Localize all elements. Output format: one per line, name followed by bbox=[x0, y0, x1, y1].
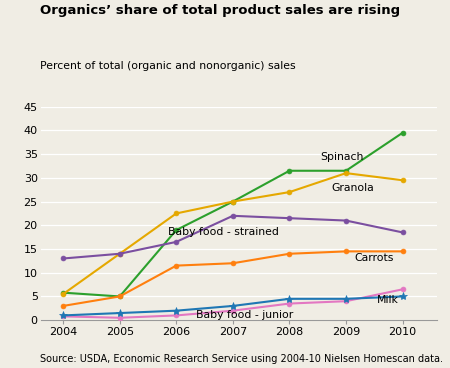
Text: Baby food - strained: Baby food - strained bbox=[168, 227, 279, 237]
Text: Organics’ share of total product sales are rising: Organics’ share of total product sales a… bbox=[40, 4, 400, 17]
Text: Carrots: Carrots bbox=[355, 252, 394, 262]
Text: Spinach: Spinach bbox=[320, 152, 364, 162]
Text: Source: USDA, Economic Research Service using 2004-10 Nielsen Homescan data.: Source: USDA, Economic Research Service … bbox=[40, 354, 444, 364]
Text: Percent of total (organic and nonorganic) sales: Percent of total (organic and nonorganic… bbox=[40, 61, 296, 71]
Text: Baby food - junior: Baby food - junior bbox=[196, 310, 293, 320]
Text: Milk: Milk bbox=[377, 295, 399, 305]
Text: Granola: Granola bbox=[332, 183, 374, 193]
